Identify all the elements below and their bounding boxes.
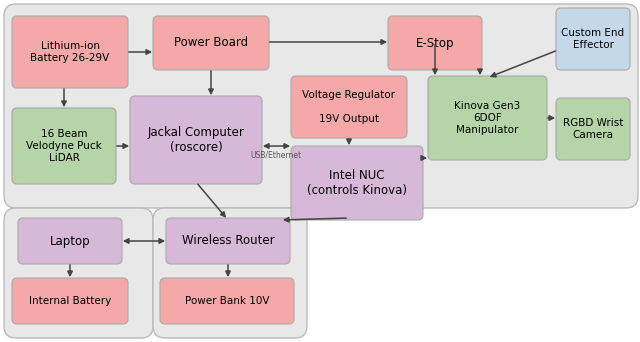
FancyBboxPatch shape — [388, 16, 482, 70]
FancyBboxPatch shape — [12, 278, 128, 324]
FancyBboxPatch shape — [153, 16, 269, 70]
Text: Jackal Computer
(roscore): Jackal Computer (roscore) — [148, 126, 244, 154]
FancyBboxPatch shape — [291, 76, 407, 138]
FancyBboxPatch shape — [556, 8, 630, 70]
FancyBboxPatch shape — [12, 108, 116, 184]
Text: Lithium-ion
Battery 26-29V: Lithium-ion Battery 26-29V — [30, 41, 109, 63]
FancyBboxPatch shape — [166, 218, 290, 264]
FancyBboxPatch shape — [18, 218, 122, 264]
Text: Power Board: Power Board — [174, 37, 248, 50]
Text: 16 Beam
Velodyne Puck
LiDAR: 16 Beam Velodyne Puck LiDAR — [26, 129, 102, 162]
Text: Voltage Regulator

19V Output: Voltage Regulator 19V Output — [303, 90, 396, 123]
Text: Kinova Gen3
6DOF
Manipulator: Kinova Gen3 6DOF Manipulator — [454, 101, 520, 135]
FancyBboxPatch shape — [4, 4, 638, 208]
Text: Internal Battery: Internal Battery — [29, 296, 111, 306]
Text: Custom End
Effector: Custom End Effector — [561, 28, 625, 50]
FancyBboxPatch shape — [428, 76, 547, 160]
Text: Intel NUC
(controls Kinova): Intel NUC (controls Kinova) — [307, 169, 407, 197]
FancyBboxPatch shape — [160, 278, 294, 324]
Text: RGBD Wrist
Camera: RGBD Wrist Camera — [563, 118, 623, 140]
FancyBboxPatch shape — [130, 96, 262, 184]
FancyBboxPatch shape — [12, 16, 128, 88]
Text: Power Bank 10V: Power Bank 10V — [185, 296, 269, 306]
FancyBboxPatch shape — [153, 208, 307, 338]
FancyBboxPatch shape — [556, 98, 630, 160]
FancyBboxPatch shape — [4, 208, 153, 338]
Text: E-Stop: E-Stop — [416, 37, 454, 50]
Text: Wireless Router: Wireless Router — [182, 235, 275, 248]
Text: Laptop: Laptop — [50, 235, 90, 248]
FancyBboxPatch shape — [291, 146, 423, 220]
Text: USB/Ethernet: USB/Ethernet — [250, 150, 301, 159]
